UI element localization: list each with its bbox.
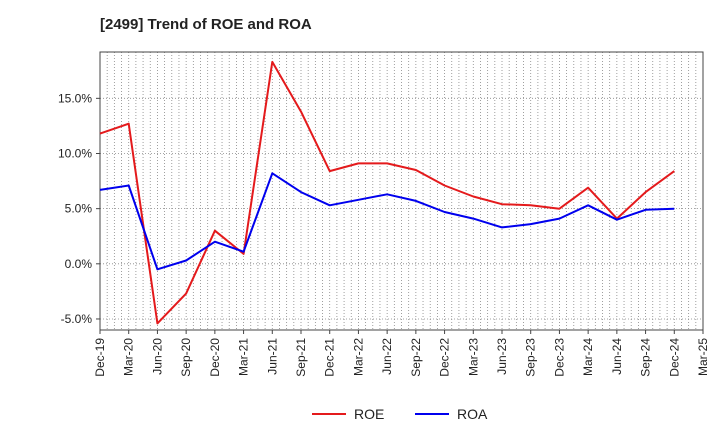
x-tick-label: Mar-23 — [466, 338, 480, 376]
x-tick-label: Sep-24 — [639, 338, 653, 377]
x-tick-label: Mar-25 — [696, 338, 710, 376]
x-tick-label: Dec-21 — [323, 338, 337, 377]
x-tick-label: Mar-21 — [237, 338, 251, 376]
x-tick-label: Sep-20 — [179, 338, 193, 377]
x-tick-label: Jun-20 — [150, 338, 164, 375]
x-tick-label: Jun-24 — [610, 338, 624, 375]
x-tick-label: Dec-22 — [438, 338, 452, 377]
x-tick-label: Sep-22 — [409, 338, 423, 377]
x-tick-label: Mar-24 — [581, 338, 595, 376]
x-tick-label: Sep-21 — [294, 338, 308, 377]
plot-border — [99, 51, 704, 331]
x-tick-label: Dec-19 — [93, 338, 107, 377]
x-tick-label: Dec-20 — [208, 338, 222, 377]
y-tick-label: 15.0% — [58, 91, 92, 105]
x-tick-label: Dec-23 — [552, 338, 566, 377]
chart-title: [2499] Trend of ROE and ROA — [100, 16, 312, 33]
x-tick-label: Mar-20 — [122, 338, 136, 376]
series-line-roa — [99, 172, 675, 271]
y-tick-label: -5.0% — [61, 312, 93, 326]
y-tick-label: 10.0% — [58, 146, 92, 160]
legend-label-roa: ROA — [457, 406, 488, 422]
series-line-roe — [99, 60, 675, 325]
x-tick-label: Jun-21 — [265, 338, 279, 375]
y-tick-label: 5.0% — [65, 202, 93, 216]
x-tick-label: Jun-22 — [380, 338, 394, 375]
y-tick-label: 0.0% — [65, 257, 93, 271]
x-tick-label: Mar-22 — [351, 338, 365, 376]
x-tick-label: Jun-23 — [495, 338, 509, 375]
legend-label-roe: ROE — [354, 406, 384, 422]
x-tick-label: Sep-23 — [524, 338, 538, 377]
x-tick-label: Dec-24 — [667, 338, 681, 377]
